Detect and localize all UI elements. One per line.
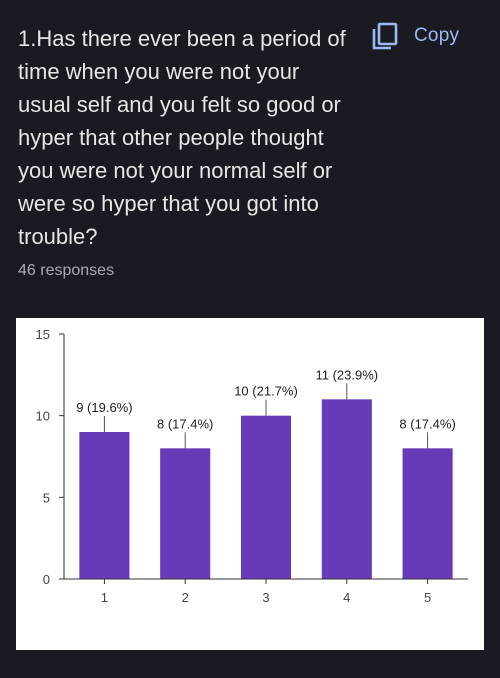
y-tick-label: 5 (43, 490, 50, 505)
y-tick-label: 0 (43, 572, 50, 587)
copy-label: Copy (414, 25, 460, 46)
data-label: 8 (17.4%) (157, 416, 213, 431)
bar (402, 448, 453, 579)
bar (79, 432, 130, 579)
bar (321, 399, 372, 579)
data-label: 8 (17.4%) (399, 416, 455, 431)
x-tick-label: 1 (101, 590, 108, 605)
bar (240, 415, 292, 579)
y-tick-label: 15 (36, 327, 50, 342)
x-tick-label: 4 (343, 590, 350, 605)
copy-icon (372, 22, 398, 50)
data-label: 9 (19.6%) (76, 400, 132, 415)
bar (160, 448, 211, 579)
chart-card: 0 5 10 15 9 (19.6%) 1 8 (17.4%) 2 10 (21.7%) 3 11 … (16, 318, 484, 650)
data-label: 10 (21.7%) (234, 384, 298, 399)
copy-button[interactable]: Copy (370, 18, 480, 54)
y-tick-label: 10 (36, 409, 50, 424)
x-tick-label: 3 (262, 590, 269, 605)
bar-chart: 0 5 10 15 9 (19.6%) 1 8 (17.4%) 2 10 (21.7%) 3 11 … (36, 327, 468, 605)
data-label: 11 (23.9%) (315, 367, 378, 382)
question-title: 1.Has there ever been a period of time w… (18, 26, 346, 249)
response-count: 46 responses (18, 262, 115, 279)
x-tick-label: 2 (182, 590, 189, 605)
x-tick-label: 5 (424, 590, 431, 605)
